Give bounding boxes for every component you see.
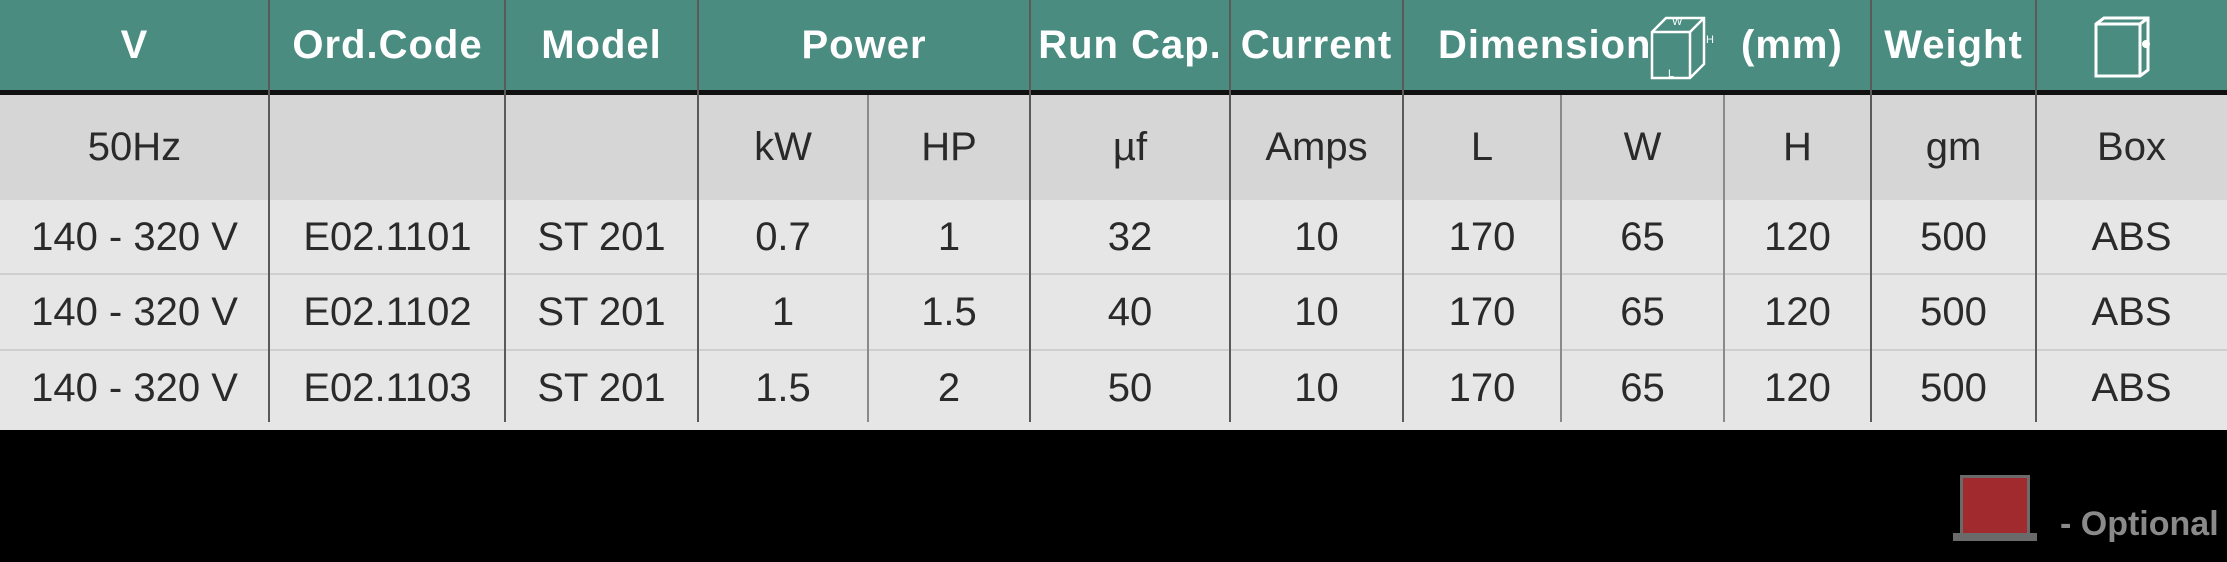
col-header-v: V — [120, 22, 149, 67]
cell-kw: 1.5 — [755, 365, 811, 410]
dimension-icon-w: W — [1672, 16, 1683, 28]
col-header-dimension: Dimension W H L (mm) — [1403, 0, 1871, 90]
subheader-50hz: 50Hz — [87, 125, 182, 169]
col-header-current: Current — [1240, 22, 1393, 67]
cell-run-cap: 40 — [1107, 289, 1153, 334]
dimension-unit: (mm) — [1741, 22, 1843, 67]
dimension-label: Dimension — [1438, 22, 1652, 67]
subheader-uf: µf — [1112, 125, 1148, 169]
subheader-kw: kW — [754, 125, 812, 169]
col-separator — [867, 95, 869, 422]
cell-width: 65 — [1620, 289, 1665, 334]
cell-current: 10 — [1294, 365, 1339, 410]
cell-box: ABS — [2091, 365, 2172, 410]
legend-stand — [1953, 533, 2037, 541]
box-icon — [2092, 14, 2154, 78]
cell-model: ST 201 — [537, 289, 666, 334]
dimension-icon-h: H — [1706, 34, 1714, 46]
cell-kw: 1 — [771, 289, 795, 334]
cell-voltage: 140 - 320 V — [31, 214, 238, 259]
cell-ord-code: E02.1103 — [303, 365, 472, 410]
col-header-ord-code: Ord.Code — [292, 22, 483, 67]
cell-ord-code: E02.1102 — [303, 289, 472, 334]
row-divider — [0, 349, 2227, 351]
cell-voltage: 140 - 320 V — [31, 365, 238, 410]
cell-length: 170 — [1448, 289, 1516, 334]
subheader-model — [505, 95, 698, 200]
cell-voltage: 140 - 320 V — [31, 289, 238, 334]
cell-weight: 500 — [1920, 365, 1987, 410]
subheader-gm: gm — [1925, 125, 1982, 169]
subheader-h: H — [1783, 125, 1812, 169]
cell-model: ST 201 — [537, 365, 666, 410]
cell-height: 120 — [1764, 214, 1831, 259]
subheader-box: Box — [2097, 125, 2166, 169]
subheader-amps: Amps — [1265, 125, 1368, 169]
table-subheader — [0, 95, 2227, 200]
subheader-w: W — [1623, 125, 1662, 169]
col-separator — [2035, 0, 2037, 422]
cell-run-cap: 50 — [1107, 365, 1153, 410]
col-header-power: Power — [801, 22, 927, 67]
col-header-model: Model — [541, 22, 662, 67]
cell-ord-code: E02.1101 — [303, 214, 472, 259]
cell-width: 65 — [1620, 214, 1665, 259]
col-header-run-cap: Run Cap. — [1038, 22, 1222, 67]
subheader-ord-code — [270, 95, 505, 200]
col-separator — [697, 0, 699, 422]
cell-current: 10 — [1294, 289, 1339, 334]
row-divider — [0, 273, 2227, 275]
dimension-icon-l: L — [1668, 68, 1675, 80]
subheader-hp: HP — [921, 125, 977, 169]
cell-box: ABS — [2091, 214, 2172, 259]
header-divider — [0, 90, 2227, 95]
col-separator — [1723, 95, 1725, 422]
cell-hp: 1 — [937, 214, 961, 259]
col-separator — [1560, 95, 1562, 422]
cell-kw: 0.7 — [755, 214, 811, 259]
red-box-icon — [1960, 475, 2030, 537]
col-separator — [1029, 0, 1031, 422]
cell-length: 170 — [1448, 365, 1516, 410]
cell-length: 170 — [1448, 214, 1516, 259]
cell-height: 120 — [1764, 289, 1831, 334]
cell-weight: 500 — [1920, 289, 1987, 334]
table-body — [0, 200, 2227, 430]
subheader-l: L — [1470, 125, 1494, 169]
cell-run-cap: 32 — [1107, 214, 1153, 259]
cell-weight: 500 — [1920, 214, 1987, 259]
col-separator — [1229, 0, 1231, 422]
col-separator — [1402, 0, 1404, 422]
col-separator — [268, 0, 270, 422]
cell-height: 120 — [1764, 365, 1831, 410]
cell-hp: 1.5 — [921, 289, 977, 334]
col-header-weight: Weight — [1884, 22, 2023, 67]
cell-width: 65 — [1620, 365, 1665, 410]
table-header — [0, 0, 2227, 90]
cell-model: ST 201 — [537, 214, 666, 259]
cell-current: 10 — [1294, 214, 1339, 259]
cell-box: ABS — [2091, 289, 2172, 334]
col-separator — [1870, 0, 1872, 422]
dimension-box-icon: W H L — [1646, 12, 1714, 84]
legend-text: - Optional — [2060, 505, 2219, 543]
cell-hp: 2 — [937, 365, 961, 410]
col-separator — [504, 0, 506, 422]
